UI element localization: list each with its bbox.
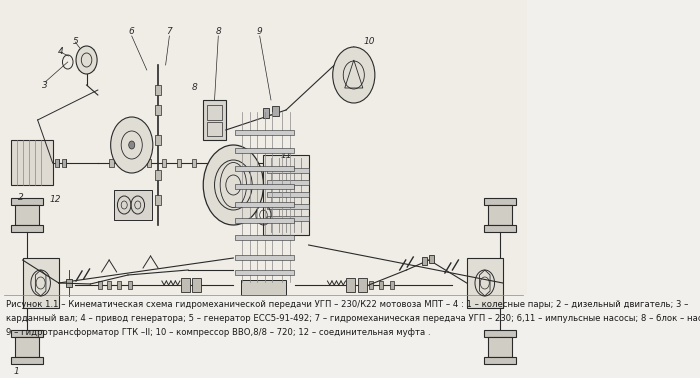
Text: 3: 3 <box>42 81 48 90</box>
Text: 7: 7 <box>167 28 172 37</box>
Text: Рисунок 1.1 – Кинематическая схема гидромеханической передачи УГП – 230/К22 мото: Рисунок 1.1 – Кинематическая схема гидро… <box>6 300 688 309</box>
Bar <box>484 198 516 205</box>
Bar <box>235 270 293 275</box>
Text: 9 – гидротрансформатор ГТК –II; 10 – компрессор ВВО,8/8 – 720; 12 – соединительн: 9 – гидротрансформатор ГТК –II; 10 – ком… <box>6 328 430 337</box>
Bar <box>155 170 161 180</box>
Bar <box>235 148 293 153</box>
Bar <box>11 140 52 185</box>
Bar <box>62 159 66 167</box>
Text: 10: 10 <box>363 37 374 46</box>
Bar <box>379 281 383 289</box>
Bar <box>98 60 263 225</box>
Bar <box>22 258 59 308</box>
Bar <box>484 225 516 232</box>
Bar <box>267 192 309 197</box>
Text: 8: 8 <box>216 28 221 37</box>
Bar <box>235 255 293 260</box>
Text: 6: 6 <box>129 28 134 37</box>
Bar <box>263 155 309 235</box>
Bar <box>155 105 161 115</box>
Text: 8: 8 <box>191 84 197 93</box>
Bar <box>484 357 516 364</box>
Bar <box>267 180 309 185</box>
Bar <box>132 159 136 167</box>
Bar <box>235 218 293 223</box>
Bar <box>203 100 226 140</box>
Text: 12: 12 <box>49 195 61 204</box>
Bar <box>192 278 201 292</box>
Circle shape <box>111 117 153 173</box>
Bar <box>369 281 373 289</box>
Bar <box>192 159 197 167</box>
Bar <box>272 106 279 116</box>
Bar <box>120 159 125 167</box>
Bar <box>263 108 270 118</box>
Bar <box>207 105 222 120</box>
Bar <box>358 278 367 292</box>
Bar <box>235 235 293 240</box>
Bar <box>98 281 102 289</box>
Bar <box>11 198 43 205</box>
Bar <box>484 330 516 337</box>
Bar <box>109 159 113 167</box>
Bar <box>107 281 111 289</box>
Bar <box>11 357 43 364</box>
Circle shape <box>76 46 97 74</box>
Bar <box>15 205 39 225</box>
Bar <box>390 281 394 289</box>
Text: 4: 4 <box>57 48 63 56</box>
Bar <box>11 225 43 232</box>
Bar <box>267 216 309 221</box>
Text: 5: 5 <box>72 37 78 46</box>
Bar <box>235 202 293 207</box>
Bar <box>207 122 222 136</box>
Bar <box>0 0 527 295</box>
Bar <box>235 130 293 135</box>
Bar <box>66 279 72 287</box>
Circle shape <box>332 47 375 103</box>
Bar <box>233 110 295 285</box>
Bar <box>488 337 512 357</box>
Bar <box>162 159 167 167</box>
Bar <box>114 190 152 220</box>
Bar <box>235 184 293 189</box>
Bar <box>117 281 121 289</box>
Bar <box>147 159 151 167</box>
Bar <box>346 278 356 292</box>
Bar <box>421 257 427 265</box>
Text: 9: 9 <box>257 28 262 37</box>
Bar <box>15 337 39 357</box>
Bar <box>241 280 286 295</box>
Circle shape <box>129 141 134 149</box>
Bar <box>429 255 434 263</box>
Circle shape <box>203 145 263 225</box>
Bar <box>55 159 60 167</box>
Text: 1: 1 <box>14 367 20 376</box>
Bar <box>488 205 512 225</box>
Text: 2: 2 <box>18 194 24 203</box>
Bar <box>235 166 293 171</box>
Bar <box>177 159 181 167</box>
Bar <box>267 204 309 209</box>
Bar <box>155 135 161 145</box>
Bar <box>155 85 161 95</box>
Bar <box>11 330 43 337</box>
Bar <box>128 281 132 289</box>
Bar <box>181 278 190 292</box>
Text: 11: 11 <box>280 150 292 160</box>
Bar <box>155 195 161 205</box>
Bar <box>267 168 309 173</box>
Text: карданный вал; 4 – привод генератора; 5 – генератор ЕСС5-91-492; 7 – гидромехани: карданный вал; 4 – привод генератора; 5 … <box>6 314 700 323</box>
Bar <box>467 258 503 308</box>
